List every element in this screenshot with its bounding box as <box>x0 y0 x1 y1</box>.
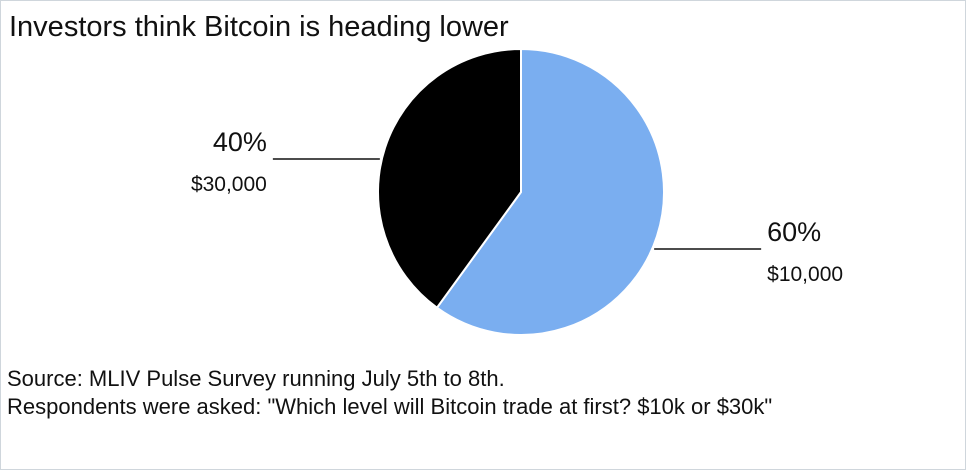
category-label: $10,000 <box>767 263 843 286</box>
value-label: 40% <box>213 127 267 157</box>
note: Source: MLIV Pulse Survey running July 5… <box>7 366 505 391</box>
category-label: $30,000 <box>191 173 267 196</box>
pie-area: 60% $10,000 40% $30,000 <box>191 47 843 336</box>
pie-slice <box>435 47 665 336</box>
value-label: 60% <box>767 217 821 247</box>
pie-slice <box>377 47 522 310</box>
chart-title: Investors think Bitcoin is heading lower <box>9 11 509 43</box>
notes: Source: MLIV Pulse Survey running July 5… <box>7 365 957 421</box>
note: Respondents were asked: "Which level wil… <box>7 394 773 419</box>
